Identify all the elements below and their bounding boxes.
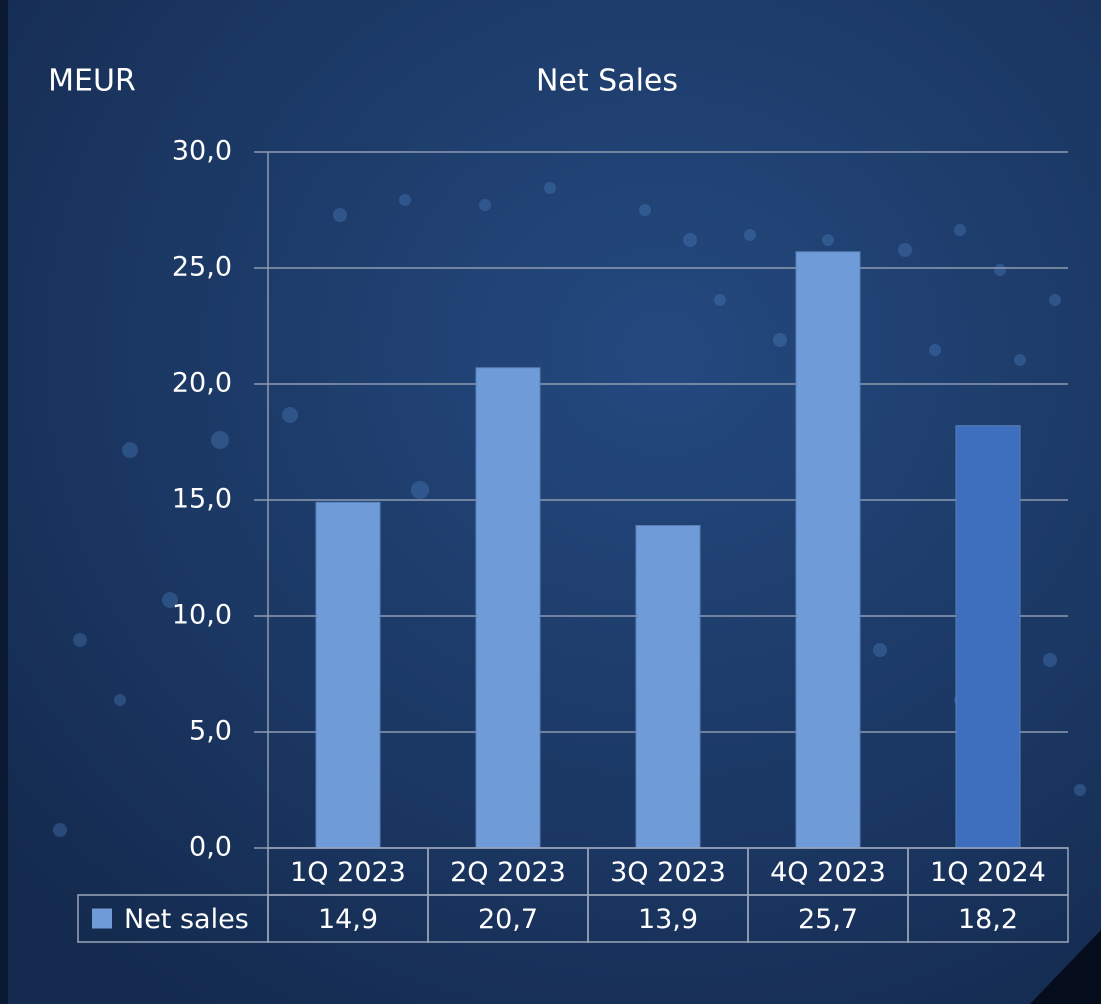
bar: [795, 251, 861, 849]
y-tick-label: 10,0: [172, 600, 232, 631]
x-tick-label: 3Q 2023: [610, 857, 726, 888]
y-axis-label: MEUR: [48, 64, 136, 99]
y-tick-label: 25,0: [172, 252, 232, 283]
x-tick-label: 4Q 2023: [770, 857, 886, 888]
bar: [475, 367, 541, 849]
legend-swatch: [92, 908, 112, 929]
y-tick-label: 5,0: [189, 716, 232, 747]
y-tick-label: 0,0: [189, 832, 232, 863]
bar: [955, 425, 1021, 849]
bar: [635, 525, 701, 849]
table-cell: [77, 894, 269, 943]
y-tick-label: 15,0: [172, 484, 232, 515]
chart-title: Net Sales: [536, 64, 678, 99]
data-label: 13,9: [638, 904, 698, 935]
background: [8, 0, 1101, 1004]
x-tick-label: 1Q 2024: [930, 857, 1046, 888]
background-dots: [53, 182, 1086, 837]
corner-shape: [1030, 930, 1101, 1004]
data-label: 18,2: [958, 904, 1018, 935]
data-label: 20,7: [478, 904, 538, 935]
x-tick-label: 1Q 2023: [290, 857, 406, 888]
table-cell: [907, 847, 1069, 896]
legend-label: Net sales: [124, 904, 249, 935]
data-label: 25,7: [798, 904, 858, 935]
y-tick-label: 20,0: [172, 368, 232, 399]
data-label: 14,9: [318, 904, 378, 935]
y-tick-label: 30,0: [172, 136, 232, 167]
x-tick-label: 2Q 2023: [450, 857, 566, 888]
bar: [315, 501, 381, 849]
